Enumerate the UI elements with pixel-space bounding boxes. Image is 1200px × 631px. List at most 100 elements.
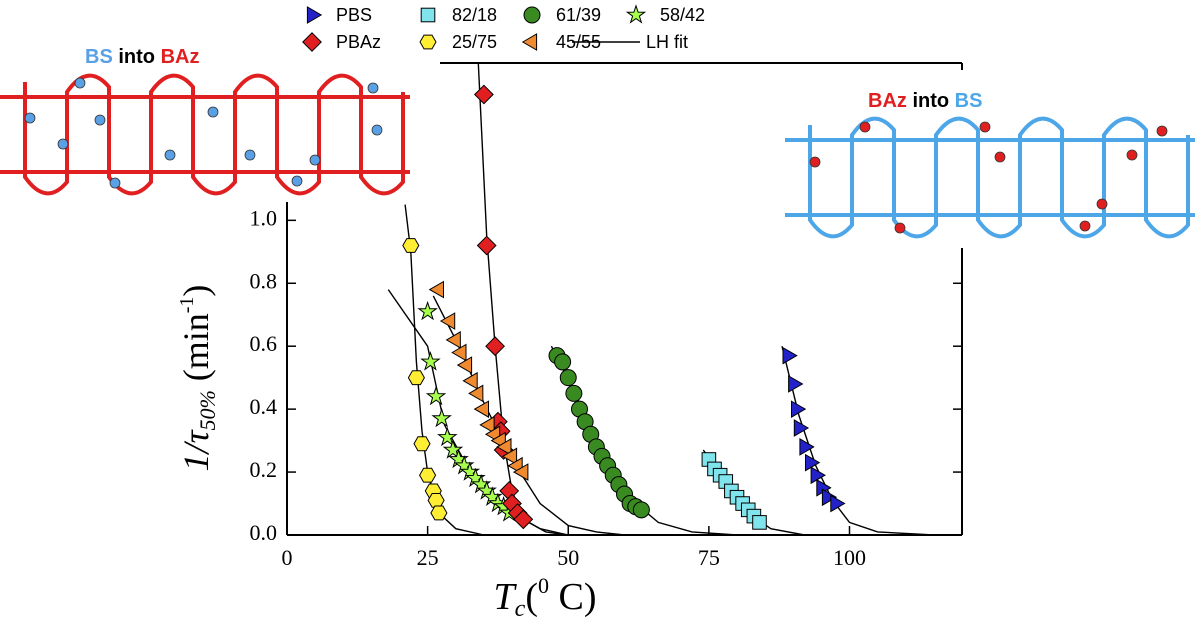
fit-curve	[432, 295, 625, 536]
marker	[799, 438, 815, 456]
label-part: T	[494, 576, 518, 618]
defect-dot	[291, 175, 303, 187]
marker	[456, 356, 473, 374]
marker	[810, 466, 827, 485]
marker	[791, 400, 807, 418]
fit-curve	[404, 204, 485, 536]
legend-label: 58/42	[660, 5, 705, 25]
marker	[442, 439, 464, 459]
y-tick-label: 0.4	[250, 394, 278, 419]
marker	[473, 84, 494, 105]
x-tick-label: 25	[417, 545, 439, 570]
diagram-label: BAz into BS	[868, 90, 982, 112]
marker	[554, 353, 572, 371]
marker	[501, 447, 518, 466]
label-part: )	[176, 285, 216, 297]
x-tick-label: 100	[833, 545, 866, 570]
x-axis-label: Tc(0 C)	[494, 573, 597, 621]
marker	[419, 467, 437, 483]
marker	[632, 501, 650, 519]
label-part: 50%	[195, 390, 220, 430]
marker	[407, 370, 425, 386]
marker	[417, 300, 438, 321]
marker	[306, 6, 323, 24]
label-part: -1	[176, 297, 198, 314]
defect-dot	[1156, 125, 1168, 137]
marker	[521, 33, 538, 51]
defect-dot	[994, 151, 1006, 163]
label-part: C)	[549, 576, 597, 618]
marker	[523, 6, 541, 24]
marker	[420, 351, 441, 371]
marker	[420, 7, 436, 23]
defect-dot	[1079, 220, 1091, 232]
marker	[830, 494, 846, 513]
diagram-label: BS into BAz	[85, 46, 199, 68]
legend-label: LH fit	[646, 32, 688, 52]
marker	[302, 32, 322, 52]
marker	[513, 509, 534, 530]
marker	[445, 331, 461, 349]
marker	[512, 463, 529, 481]
fit-curve	[781, 346, 934, 536]
defect-dot	[367, 82, 379, 94]
label-part: BS	[955, 90, 983, 112]
marker	[473, 400, 489, 418]
chain	[808, 116, 1190, 239]
defect-dot	[164, 149, 176, 161]
marker	[468, 384, 484, 403]
marker	[428, 280, 444, 299]
marker	[479, 416, 495, 434]
legend-label: PBAz	[336, 32, 381, 52]
diagram-bg	[0, 27, 415, 202]
marker	[788, 375, 804, 393]
marker	[782, 346, 798, 365]
label-part: 1/τ	[176, 429, 216, 471]
defect-dot	[1096, 198, 1108, 210]
marker	[431, 407, 452, 428]
marker	[805, 453, 821, 472]
defect-dot	[809, 156, 821, 168]
defect-dot	[979, 121, 991, 133]
legend-label: 82/18	[452, 5, 497, 25]
plot-area: 0 25 50 75 100 0.0 0.2 0.4 0.6 0.8 1.0 Tc(0 C) 1/τ50…	[176, 62, 963, 622]
y-tick-label: 0.8	[250, 268, 278, 293]
defect-dot	[1126, 149, 1138, 161]
defect-dot	[859, 121, 871, 133]
marker	[565, 384, 583, 402]
label-part: (	[525, 576, 538, 618]
defect-dot	[894, 222, 906, 234]
y-tick-label: 0.2	[250, 457, 278, 482]
marker	[625, 4, 647, 24]
marker	[821, 488, 838, 507]
marker	[413, 436, 431, 452]
marker	[425, 385, 447, 406]
chain	[23, 73, 405, 196]
y-tick-label: 1.0	[250, 205, 278, 230]
legend-label: 25/75	[452, 32, 497, 52]
marker	[451, 343, 467, 362]
marker	[439, 312, 456, 330]
y-tick-label: 0.6	[250, 331, 278, 356]
label-part: BAz	[868, 90, 907, 112]
marker	[476, 235, 497, 256]
defect-dot	[24, 112, 36, 124]
y-tick-label: 0.0	[250, 520, 278, 545]
defect-dot	[109, 177, 121, 189]
label-part: BAz	[161, 46, 200, 68]
diagram-bg	[780, 70, 1200, 245]
defect-dot	[309, 154, 321, 166]
defect-dot	[94, 114, 106, 126]
fit-curve	[477, 62, 569, 536]
label-part: (min	[176, 313, 216, 390]
marker	[462, 371, 478, 390]
marker	[430, 505, 448, 521]
marker	[559, 369, 577, 387]
marker	[437, 426, 458, 447]
marker	[419, 34, 437, 50]
label-part: into	[113, 46, 161, 68]
defect-dot	[57, 138, 69, 150]
